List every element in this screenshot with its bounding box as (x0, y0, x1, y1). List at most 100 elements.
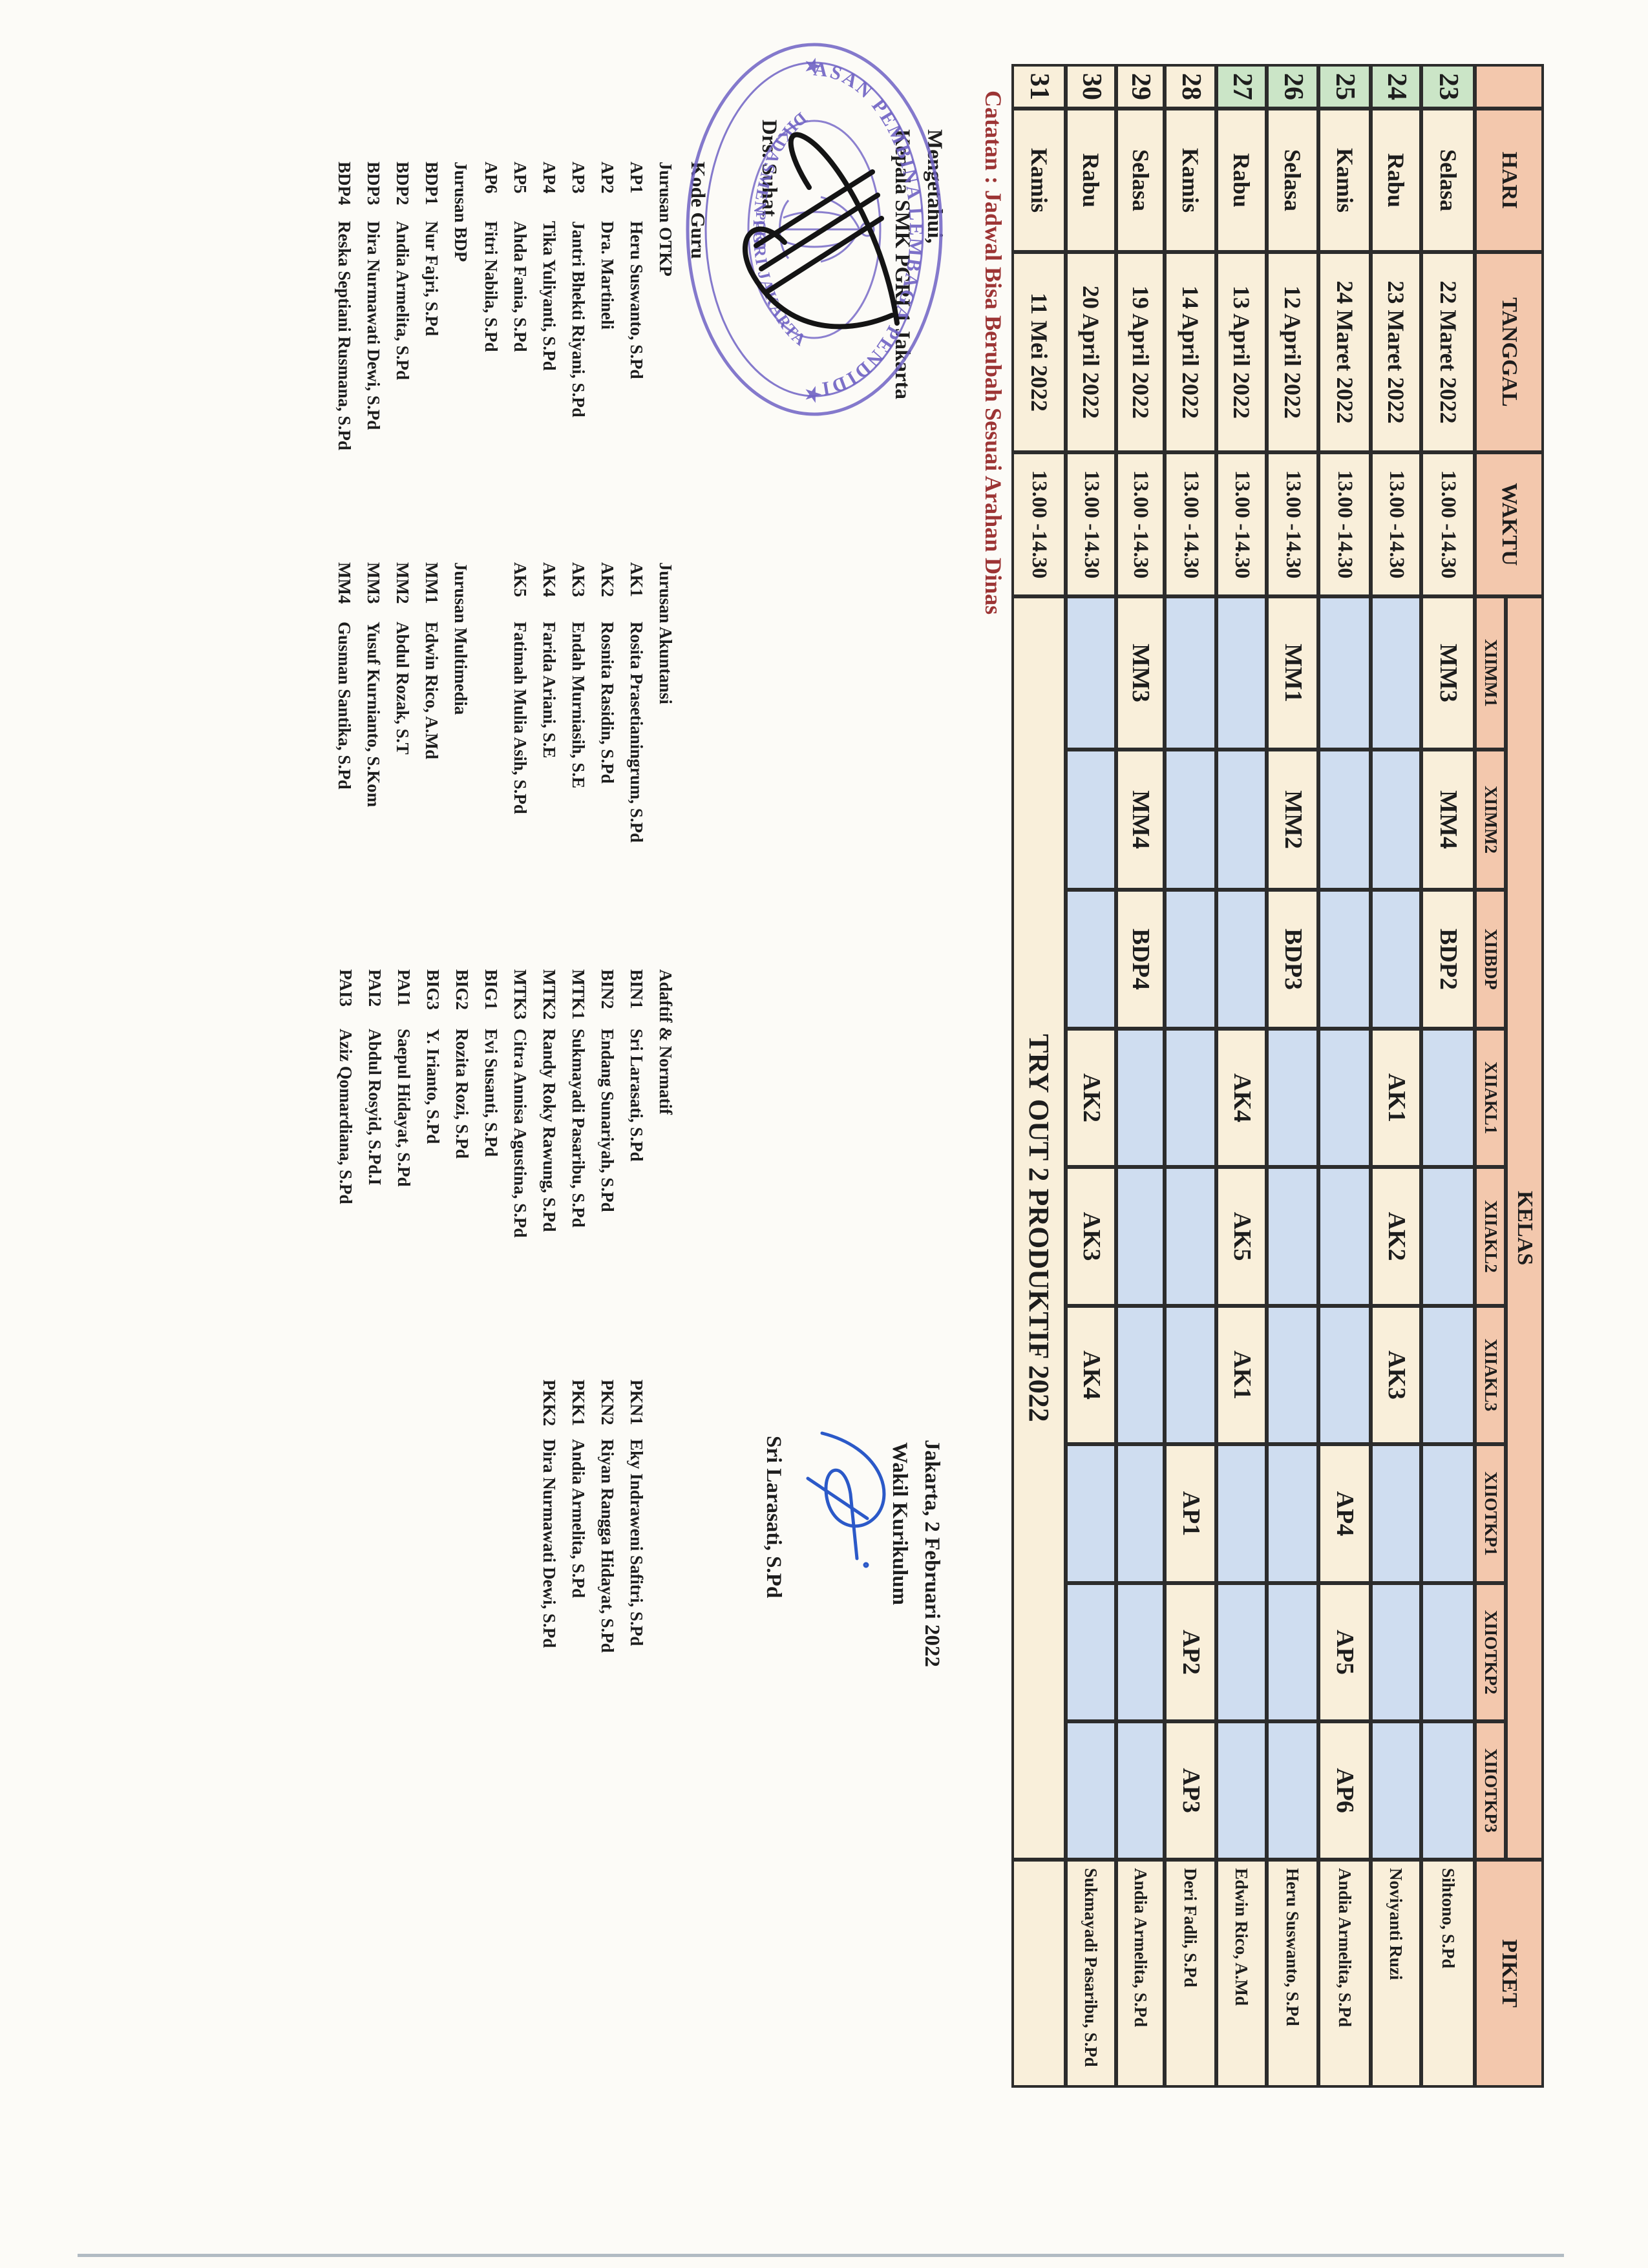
legend-code: AP1 (627, 162, 646, 194)
legend-teacher-name: Reska Septiani Rusmana, S.Pd (335, 221, 354, 450)
legend-item-pkn1: PKN1 Eky Indraweni Safitri, S.Pd (626, 1380, 646, 1646)
legend-item-ak5: AK5 Fatimah Mulia Asih, S.Pd (510, 562, 530, 814)
legend-item-pai1: PAI1 Saepul Hidayat, S.Pd (394, 969, 414, 1187)
legend-code: AP3 (569, 162, 588, 194)
legend-code: BIG3 (423, 969, 443, 1011)
legend-item-pkn2: PKN2 Riyan Rangga Hidayat, S.Pd (597, 1380, 617, 1653)
legend-item-mm1: MM1 Edwin Rico, A.Md (421, 562, 441, 759)
legend-item-bin1: BIN1 Sri Larasati, S.Pd (626, 969, 646, 1162)
legend-teacher-name: Randy Roky Rawung, S.Pd (540, 1029, 559, 1232)
legend-code: BIG2 (452, 969, 472, 1011)
legend-item-pai2: PAI2 Abdul Rosyid, S.Pd.I (364, 969, 385, 1185)
legend-item-mm3: MM3 Yusuf Kurnianto, S.Kom (363, 562, 383, 807)
legend-teacher-name: Citra Annisa Agustina, S.Pd (511, 1029, 530, 1238)
legend-item-ak2: AK2 Rosnita Rasidin, S.Pd (597, 562, 617, 784)
legend-teacher-name: Y. Irianto, S.Pd (423, 1029, 443, 1144)
legend-teacher-name: Evi Susanti, S.Pd (481, 1029, 501, 1157)
legend-code: AK5 (511, 562, 530, 597)
legend-header-jurusan-multimedia: Jurusan Multimedia (451, 562, 470, 715)
scan-edge-artifact (78, 2254, 1564, 2257)
legend-teacher-name: Jantri Bhekti Riyani, S.Pd (569, 221, 588, 417)
legend-teacher-name: Gusman Santika, S.Pd (335, 622, 354, 790)
legend-teacher-name: Heru Suswanto, S.Pd (627, 221, 646, 379)
legend-item-ak1: AK1 Rosita Prasetianingrum, S.Pd (626, 562, 646, 843)
legend-code: MM4 (335, 562, 354, 604)
legend-code: PKN1 (627, 1380, 646, 1425)
legend-teacher-name: Nur Fajri, S.Pd (422, 221, 441, 337)
legend-code: PKK1 (569, 1380, 588, 1426)
legend-item-mtk1: MTK1 Sukmayadi Pasaribu, S.Pd (568, 969, 588, 1228)
legend-item-mm2: MM2 Abdul Rozak, S.T (392, 562, 412, 755)
kurikulum-signature (806, 1431, 886, 1568)
legend-item-bdp1: BDP1 Nur Fajri, S.Pd (421, 162, 441, 336)
legend-code: MTK1 (569, 969, 588, 1020)
legend-item-pkk1: PKK1 Andia Armelita, S.Pd (568, 1380, 588, 1598)
legend-header-jurusan-otkp: Jurusan OTKP (656, 162, 675, 277)
legend-teacher-name: Sri Larasati, S.Pd (627, 1029, 646, 1162)
legend-code: AP2 (598, 162, 617, 194)
legend-item-ap1: AP1 Heru Suswanto, S.Pd (626, 162, 646, 379)
headmaster-signature (743, 132, 900, 330)
legend-header-jurusan-bdp: Jurusan BDP (451, 162, 470, 262)
legend-item-bin2: BIN2 Endang Sunariyah, S.Pd (597, 969, 617, 1212)
legend-item-ap6: AP6 Fitri Nabila, S.Pd (481, 162, 501, 352)
legend-code: BDP1 (422, 162, 441, 205)
legend-teacher-name: Dra. Martineli (598, 221, 617, 330)
legend-teacher-name: Ahda Fania, S.Pd (511, 221, 530, 352)
legend-code: BIG1 (481, 969, 501, 1011)
legend-item-pkk2: PKK2 Dira Nurmawati Dewi, S.Pd (539, 1380, 559, 1648)
legend-code: AP6 (481, 162, 501, 194)
legend-item-ap5: AP5 Ahda Fania, S.Pd (510, 162, 530, 352)
legend-code: AK4 (540, 562, 559, 597)
legend-item-big1: BIG1 Evi Susanti, S.Pd (481, 969, 501, 1157)
legend-code: MM1 (422, 562, 441, 604)
legend-teacher-name: Farida Ariani, S.E (540, 622, 559, 759)
legend-teacher-name: Fitri Nabila, S.Pd (481, 221, 501, 352)
legend-teacher-name: Riyan Rangga Hidayat, S.Pd (598, 1439, 617, 1653)
legend-teacher-name: Andia Armelita, S.Pd (393, 221, 412, 381)
legend-code: PKN2 (598, 1380, 617, 1425)
legend-item-big3: BIG3 Y. Irianto, S.Pd (423, 969, 443, 1144)
legend-teacher-name: Endah Murniasih, S.E (569, 622, 588, 789)
legend-teacher-name: Tika Yuliyanti, S.Pd (540, 221, 559, 371)
legend-code: BDP3 (364, 162, 383, 205)
legend-item-mtk3: MTK3 Citra Annisa Agustina, S.Pd (510, 969, 530, 1237)
legend-code: MTK2 (540, 969, 559, 1020)
kurikulum-name: Sri Larasati, S.Pd (762, 1436, 785, 1599)
legend-code: PAI2 (365, 969, 385, 1007)
legend-code: MTK3 (511, 969, 530, 1020)
legend-code: PAI1 (394, 969, 414, 1007)
legend-teacher-name: Andia Armelita, S.Pd (569, 1439, 588, 1599)
legend-item-bdp2: BDP2 Andia Armelita, S.Pd (392, 162, 412, 380)
legend-item-ap3: AP3 Jantri Bhekti Riyani, S.Pd (568, 162, 588, 417)
legend-item-mm4: MM4 Gusman Santika, S.Pd (334, 562, 354, 790)
legend-item-bdp3: BDP3 Dira Nurmawati Dewi, S.Pd (363, 162, 383, 430)
legend-code: AK2 (598, 562, 617, 597)
legend-teacher-name: Abdul Rozak, S.T (393, 622, 412, 755)
legend-code: PAI3 (336, 969, 355, 1007)
legend-code: MM3 (364, 562, 383, 604)
legend-teacher-name: Edwin Rico, A.Md (422, 622, 441, 760)
legend-code: AP4 (540, 162, 559, 194)
legend-teacher-name: Sukmayadi Pasaribu, S.Pd (569, 1029, 588, 1228)
legend-teacher-name: Yusuf Kurnianto, S.Kom (364, 622, 383, 808)
legend-code: PKK2 (540, 1380, 559, 1426)
legend-code: AP5 (511, 162, 530, 194)
legend-item-ap2: AP2 Dra. Martineli (597, 162, 617, 330)
legend-item-ap4: AP4 Tika Yuliyanti, S.Pd (539, 162, 559, 371)
legend-teacher-name: Endang Sunariyah, S.Pd (598, 1029, 617, 1212)
legend-teacher-name: Rozita Rozi, S.Pd (452, 1029, 472, 1159)
legend-header-jurusan-akuntansi: Jurusan Akuntansi (656, 562, 675, 704)
legend-code: BIN1 (627, 969, 646, 1009)
legend-code: BDP2 (393, 162, 412, 205)
city-date-line: Jakarta, 2 Februari 2022 (920, 1440, 944, 1667)
legend-code: AK1 (627, 562, 646, 597)
legend-code: BDP4 (335, 162, 354, 205)
legend-teacher-name: Rosita Prasetianingrum, S.Pd (627, 622, 646, 843)
legend-teacher-name: Rosnita Rasidin, S.Pd (598, 622, 617, 784)
legend-teacher-name: Dira Nurmawati Dewi, S.Pd (540, 1439, 559, 1648)
stamp-star-icon: ★ (802, 58, 823, 75)
legend-item-ak4: AK4 Farida Ariani, S.E (539, 562, 559, 759)
